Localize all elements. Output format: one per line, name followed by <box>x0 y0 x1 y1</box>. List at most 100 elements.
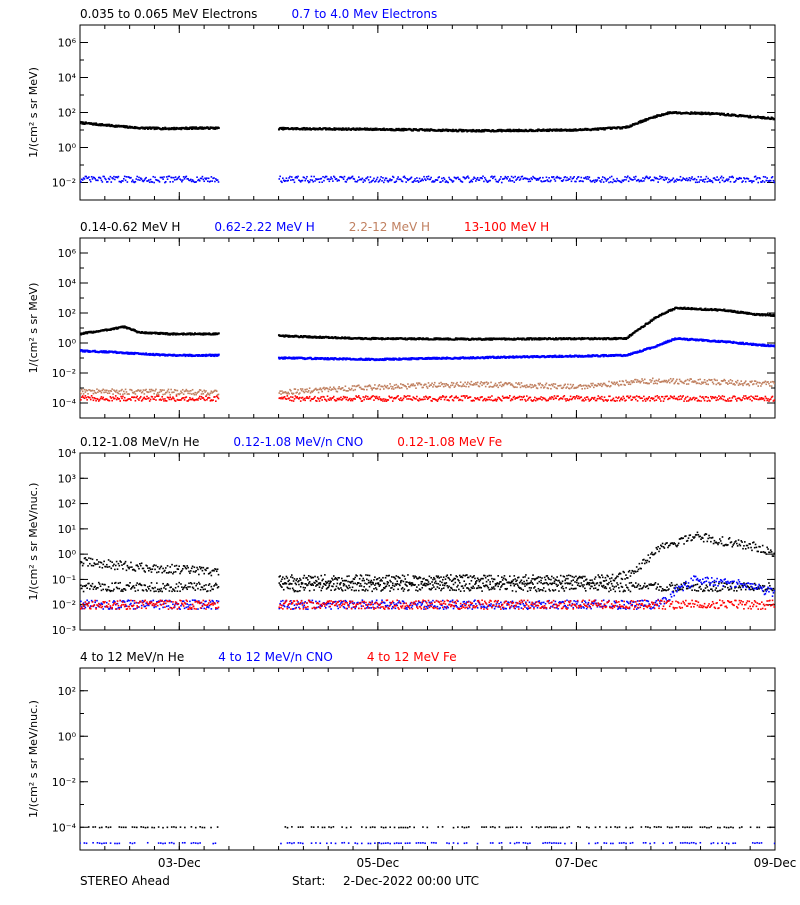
data-point <box>564 384 566 386</box>
data-point <box>142 391 144 393</box>
data-point <box>102 389 104 391</box>
data-point <box>106 390 108 392</box>
data-point <box>631 380 633 382</box>
data-point <box>190 390 192 392</box>
data-point <box>592 383 594 385</box>
data-point <box>760 385 762 387</box>
data-point <box>100 390 102 392</box>
data-point <box>700 176 702 178</box>
data-point <box>157 392 159 394</box>
data-point <box>644 178 646 180</box>
data-point <box>621 182 623 184</box>
data-point <box>727 180 729 182</box>
data-point <box>335 389 337 391</box>
data-point <box>189 393 191 395</box>
data-point <box>590 383 592 385</box>
data-point <box>377 177 379 179</box>
data-point <box>766 177 768 179</box>
data-point <box>628 336 630 338</box>
data-point <box>658 379 660 381</box>
data-point <box>711 379 713 381</box>
data-point <box>293 179 295 181</box>
data-point <box>600 383 602 385</box>
data-point <box>163 389 165 391</box>
data-point <box>101 392 103 394</box>
data-point <box>447 182 449 184</box>
data-point <box>323 387 325 389</box>
data-point <box>113 176 115 178</box>
data-point <box>152 181 154 183</box>
data-point <box>278 178 280 180</box>
data-point <box>545 180 547 182</box>
data-point <box>285 180 287 182</box>
data-point <box>593 180 595 182</box>
data-point <box>654 380 656 382</box>
data-point <box>605 178 607 180</box>
data-point <box>613 383 615 385</box>
data-point <box>616 178 618 180</box>
data-point <box>438 176 440 178</box>
data-point <box>136 176 138 178</box>
data-point <box>611 176 613 178</box>
data-point <box>161 389 163 391</box>
data-point <box>460 381 462 383</box>
data-point <box>527 178 529 180</box>
data-point <box>434 181 436 183</box>
data-point <box>343 178 345 180</box>
data-point <box>354 385 356 387</box>
data-point <box>92 178 94 180</box>
data-point <box>161 177 163 179</box>
data-point <box>628 383 630 385</box>
data-point <box>364 180 366 182</box>
data-point <box>122 394 124 396</box>
data-point <box>122 396 124 398</box>
data-point <box>383 388 385 390</box>
data-point <box>218 354 220 356</box>
y-tick-label: 10⁰ <box>58 142 77 155</box>
data-point <box>124 176 126 178</box>
data-point <box>386 178 388 180</box>
data-point <box>362 178 364 180</box>
data-point <box>726 178 728 180</box>
data-point <box>186 396 188 398</box>
data-point <box>119 393 121 395</box>
data-point <box>218 181 220 183</box>
data-point <box>480 381 482 383</box>
data-point <box>418 181 420 183</box>
data-point <box>578 176 580 178</box>
data-point <box>150 179 152 181</box>
data-point <box>110 181 112 183</box>
data-point <box>379 389 381 391</box>
data-point <box>388 387 390 389</box>
data-point <box>686 383 688 385</box>
data-point <box>510 180 512 182</box>
data-point <box>135 400 137 402</box>
data-point <box>694 178 696 180</box>
data-point <box>119 398 121 400</box>
data-point <box>607 178 609 180</box>
data-point <box>451 180 453 182</box>
data-point <box>159 391 161 393</box>
data-point <box>767 381 769 383</box>
data-point <box>716 176 718 178</box>
data-point <box>396 180 398 182</box>
data-point <box>569 388 571 390</box>
data-point <box>696 179 698 181</box>
data-point <box>380 176 382 178</box>
data-point <box>483 181 485 183</box>
data-point <box>405 181 407 183</box>
data-point <box>463 385 465 387</box>
data-point <box>633 381 635 383</box>
data-point <box>445 385 447 387</box>
data-point <box>720 177 722 179</box>
data-point <box>738 384 740 386</box>
data-point <box>741 383 743 385</box>
data-point <box>416 382 418 384</box>
data-point <box>379 180 381 182</box>
data-point <box>535 178 537 180</box>
data-point <box>331 178 333 180</box>
data-point <box>281 390 283 392</box>
data-point <box>455 385 457 387</box>
data-point <box>631 382 633 384</box>
